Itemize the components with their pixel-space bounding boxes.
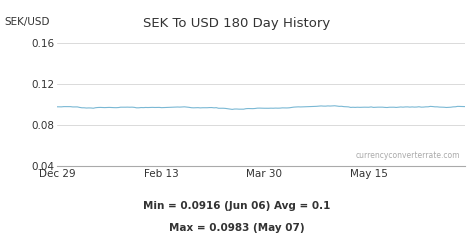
Text: SEK/USD: SEK/USD	[5, 17, 50, 27]
Text: SEK To USD 180 Day History: SEK To USD 180 Day History	[143, 17, 331, 30]
Text: currencyconverterrate.com: currencyconverterrate.com	[356, 151, 460, 160]
Text: Min = 0.0916 (Jun 06) Avg = 0.1: Min = 0.0916 (Jun 06) Avg = 0.1	[143, 201, 331, 211]
Text: Max = 0.0983 (May 07): Max = 0.0983 (May 07)	[169, 223, 305, 232]
